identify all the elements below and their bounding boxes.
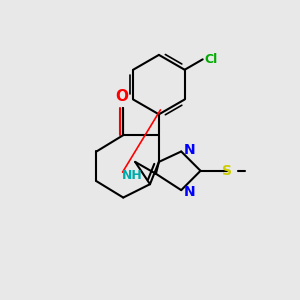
- Text: O: O: [115, 89, 128, 104]
- Text: NH: NH: [122, 169, 142, 182]
- Text: Cl: Cl: [204, 53, 218, 66]
- Text: N: N: [184, 184, 196, 199]
- Text: S: S: [222, 164, 232, 178]
- Text: N: N: [184, 143, 196, 157]
